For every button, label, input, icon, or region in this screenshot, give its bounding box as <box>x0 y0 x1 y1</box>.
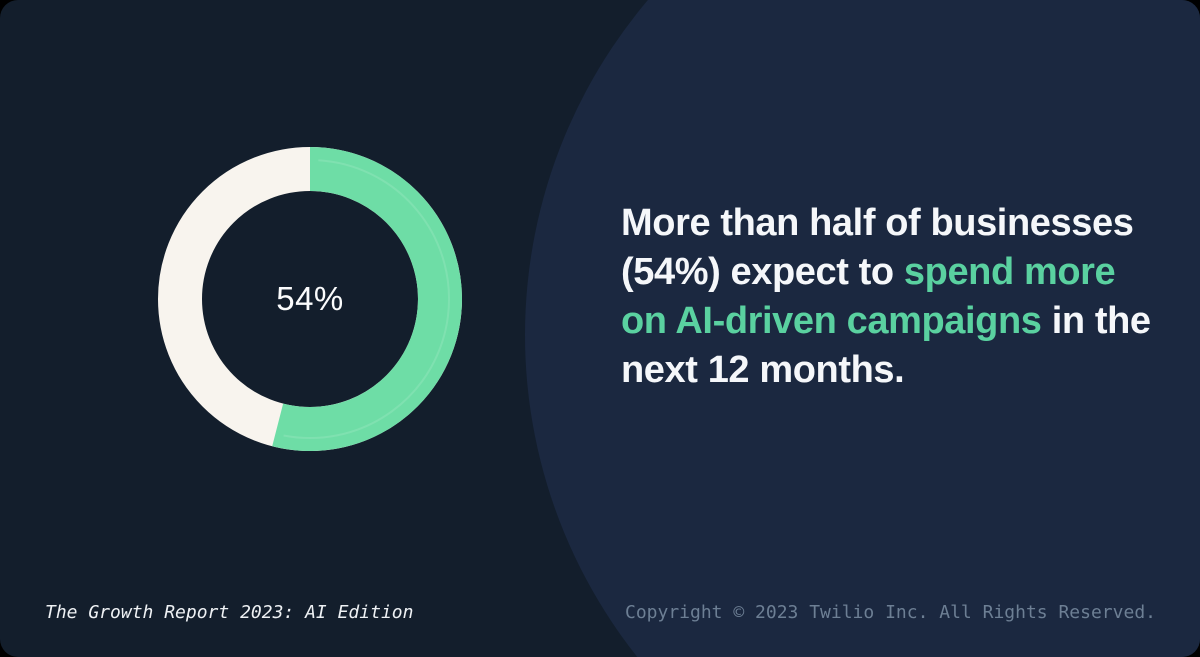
copyright-text: Copyright © 2023 Twilio Inc. All Rights … <box>624 602 1156 623</box>
donut-value-segment <box>272 147 462 451</box>
report-title: The Growth Report 2023: AI Edition <box>45 602 414 623</box>
donut-chart: 54% <box>158 147 462 451</box>
headline-line: (54%) expect to spend more <box>621 248 1181 297</box>
headline-line: next 12 months. <box>621 346 1181 395</box>
donut-highlight-arc <box>283 159 451 439</box>
headline-highlight-text: spend more <box>903 251 1116 293</box>
donut-center-label: 54% <box>276 280 344 317</box>
donut-chart-svg <box>158 147 462 451</box>
headline-line: on AI-driven campaigns in the <box>621 297 1181 346</box>
headline-text: More than half of businesses <box>621 202 1134 244</box>
headline-text: (54%) expect to <box>621 251 904 293</box>
headline-text: next 12 months. <box>621 349 905 391</box>
headline-highlight-text: on AI-driven campaigns <box>621 300 1042 342</box>
headline: More than half of businesses (54%) expec… <box>621 199 1181 395</box>
headline-text: in the <box>1041 300 1151 342</box>
headline-line: More than half of businesses <box>621 199 1181 248</box>
background-accent-circle <box>525 0 1200 657</box>
